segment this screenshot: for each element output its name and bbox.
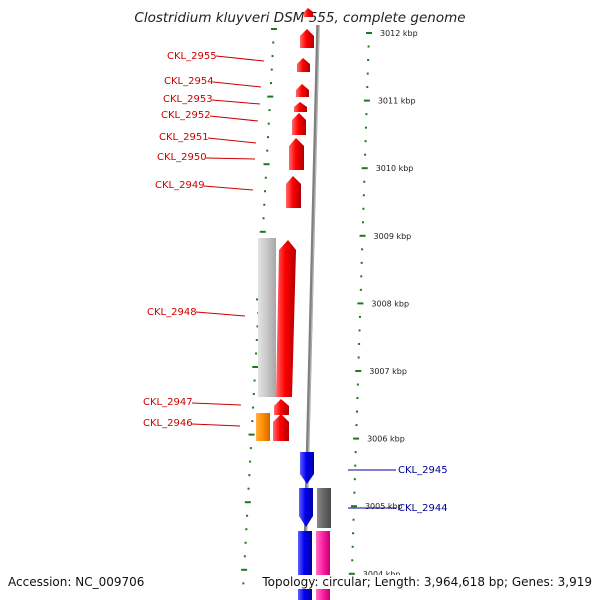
gene-feature-top[interactable] [304,8,313,17]
gene-feature-ckl-2948[interactable] [276,240,296,397]
gene-feature-ckl-2946[interactable] [273,414,289,441]
outer-tick-ring [348,32,372,589]
topology-text: Topology: circular; Length: 3,964,618 bp… [259,575,592,589]
reverse-gene-labels: CKL_2945 CKL_2944 [348,465,448,514]
gene-feature-ckl-2945[interactable] [300,452,314,484]
label-ckl-2954[interactable]: CKL_2954 [164,76,214,87]
gene-feature-ckl-2954[interactable] [297,58,310,72]
map-title: Clostridium kluyveri DSM 555, complete g… [134,10,466,26]
tick-label-0: 3012 kbp [380,29,418,38]
gene-feature-ckl-2952[interactable] [294,102,307,112]
label-ckl-2945[interactable]: CKL_2945 [398,465,448,476]
tick-label-6: 3006 kbp [367,435,405,444]
label-ckl-2953[interactable]: CKL_2953 [163,94,213,105]
gene-feature-ckl-2947[interactable] [274,399,289,415]
tick-label-2: 3010 kbp [376,164,414,173]
tick-label-7: 3005 kbp [365,502,403,511]
label-ckl-2951[interactable]: CKL_2951 [159,132,209,143]
rna-feature-ckl-2946[interactable] [256,413,270,441]
gene-feature-ckl-2950[interactable] [289,138,304,170]
forward-gene-labels: CKL_2955 CKL_2954 CKL_2953 CKL_2952 CKL_… [143,51,265,429]
tick-label-4: 3008 kbp [371,299,409,308]
forward-genes [273,8,314,441]
tick-label-3: 3009 kbp [374,232,412,241]
inner-tick-ring [241,28,277,585]
dark-gray-feature[interactable] [317,488,331,528]
pseudogene-feature[interactable] [258,238,276,397]
accession-text: Accession: NC_009706 [8,575,145,589]
gene-feature-ckl-2953[interactable] [296,84,309,97]
label-ckl-2955[interactable]: CKL_2955 [167,51,217,62]
gene-feature-ckl-2955[interactable] [300,29,314,48]
tick-labels: 3012 kbp 3011 kbp 3010 kbp 3009 kbp 3008 kbp… [363,29,418,579]
label-ckl-2952[interactable]: CKL_2952 [161,110,211,121]
tick-label-5: 3007 kbp [369,367,407,376]
gene-feature-ckl-2949[interactable] [286,176,301,208]
label-ckl-2948[interactable]: CKL_2948 [147,307,197,318]
magenta-feature[interactable] [316,531,330,600]
label-ckl-2950[interactable]: CKL_2950 [157,152,207,163]
tick-label-8: 3004 kbp [363,570,401,579]
gene-feature-bottom[interactable] [298,531,312,600]
label-ckl-2944[interactable]: CKL_2944 [398,503,448,514]
tick-label-1: 3011 kbp [378,97,416,106]
gene-feature-ckl-2944[interactable] [299,488,313,527]
label-ckl-2947[interactable]: CKL_2947 [143,397,193,408]
label-ckl-2949[interactable]: CKL_2949 [155,180,205,191]
gene-feature-ckl-2951[interactable] [292,113,306,135]
label-ckl-2946[interactable]: CKL_2946 [143,418,193,429]
